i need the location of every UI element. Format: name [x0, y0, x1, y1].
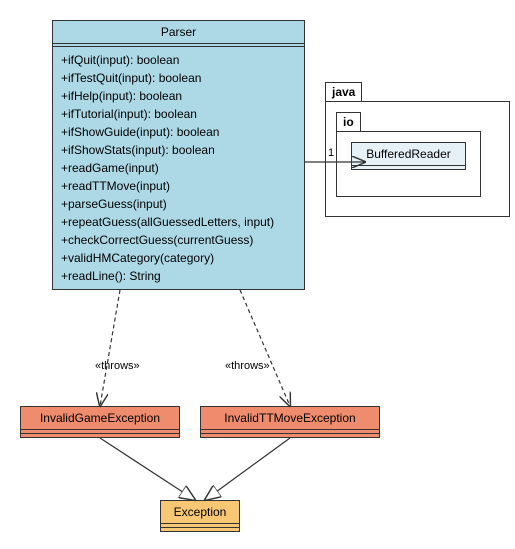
method: +ifTestQuit(input): boolean: [61, 69, 296, 87]
method: +readTTMove(input): [61, 177, 296, 195]
method: +readGame(input): [61, 159, 296, 177]
method: +readLine(): String: [61, 267, 296, 285]
class-exception: Exception: [160, 500, 240, 532]
package-io: io BufferedReader: [336, 112, 481, 197]
method: +parseGuess(input): [61, 195, 296, 213]
class-methods: +ifQuit(input): boolean+ifTestQuit(input…: [53, 47, 304, 289]
class-title: InvalidTTMoveException: [201, 407, 379, 430]
throws-label: «throws»: [95, 360, 140, 372]
package-tab: java: [325, 82, 362, 101]
method: +ifHelp(input): boolean: [61, 87, 296, 105]
method: +validHMCategory(category): [61, 249, 296, 267]
class-parser: Parser +ifQuit(input): boolean+ifTestQui…: [52, 20, 305, 290]
multiplicity-label: 1: [328, 147, 334, 159]
method: +ifTutorial(input): boolean: [61, 105, 296, 123]
class-bufferedreader: BufferedReader: [351, 142, 466, 170]
method: +ifShowStats(input): boolean: [61, 141, 296, 159]
method: +ifQuit(input): boolean: [61, 51, 296, 69]
method: +ifShowGuide(input): boolean: [61, 123, 296, 141]
class-title: BufferedReader: [352, 143, 465, 166]
throws-label: «throws»: [225, 360, 270, 372]
method: +repeatGuess(allGuessedLetters, input): [61, 213, 296, 231]
class-invalidttmoveexception: InvalidTTMoveException: [200, 406, 380, 438]
class-invalidgameexception: InvalidGameException: [20, 406, 180, 438]
class-title: Parser: [53, 21, 304, 44]
package-tab: io: [336, 112, 361, 131]
package-java: java io BufferedReader: [325, 82, 510, 217]
class-title: InvalidGameException: [21, 407, 179, 430]
method: +checkCorrectGuess(currentGuess): [61, 231, 296, 249]
class-title: Exception: [161, 501, 239, 524]
